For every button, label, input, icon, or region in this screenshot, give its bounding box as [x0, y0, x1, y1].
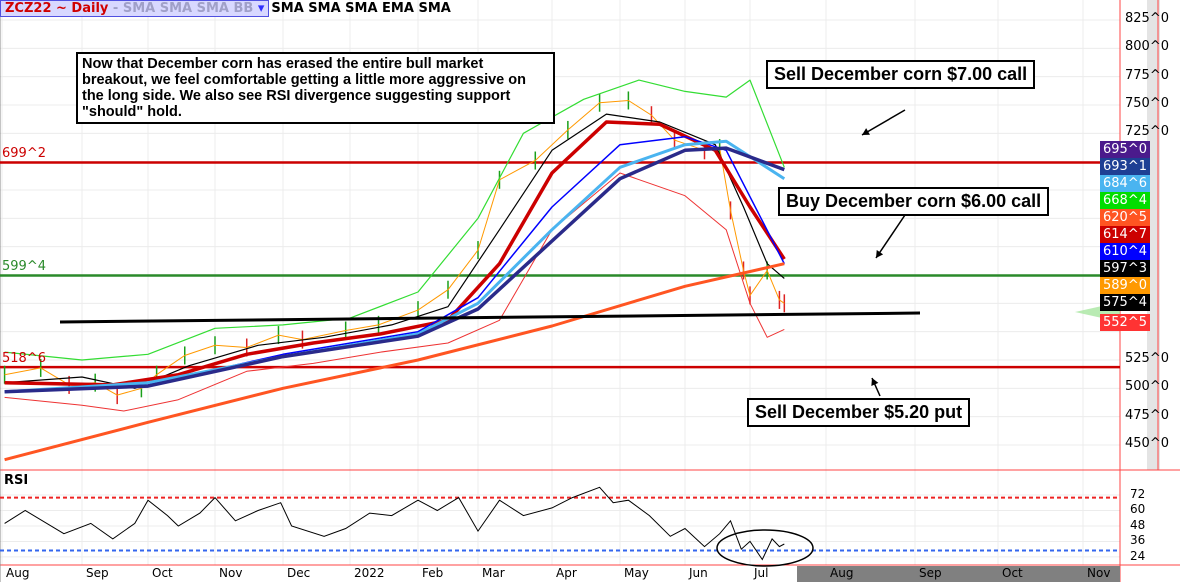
series-bb_upper [4, 79, 785, 361]
level-label: 599^4 [2, 259, 46, 274]
dropdown-icon[interactable]: ▾ [257, 1, 265, 16]
sell-put-note: Sell December $5.20 put [747, 398, 971, 427]
last-value-tag: 575^4 [1100, 294, 1150, 311]
month-tick-label: Oct [152, 566, 173, 580]
trendline [59, 311, 921, 324]
last-value-tag: 620^5 [1100, 209, 1150, 226]
month-tick-label: Aug [6, 566, 30, 580]
price-tick-label: 775^0 [1125, 67, 1169, 83]
price-tick-label: 500^0 [1125, 379, 1169, 395]
price-tick-label: 800^0 [1125, 39, 1169, 55]
last-value-tag: 597^3 [1100, 260, 1150, 277]
last-value-tag: 684^6 [1100, 175, 1150, 192]
scale-strip [1147, 0, 1160, 470]
month-tick-label: Jun [689, 566, 708, 580]
studies-label: SMA SMA SMA EMA SMA [271, 1, 451, 16]
commentary-note: Now that December corn has erased the en… [76, 52, 555, 124]
month-tick-label: Nov [219, 566, 243, 580]
last-value-tag: 668^4 [1100, 192, 1150, 209]
rsi-tick-label: 48 [1130, 517, 1146, 532]
series-bb_lower [4, 172, 785, 412]
month-tick-label: Jul [754, 566, 769, 580]
last-value-tag: 614^7 [1100, 226, 1150, 243]
series-sma_blue [4, 135, 785, 393]
price-tick-label: 725^0 [1125, 124, 1169, 140]
series-sma_black [4, 113, 785, 389]
month-tick-label: Nov [1087, 566, 1111, 580]
month-tick-label: Apr [556, 566, 577, 580]
studies-dim-label: - SMA SMA SMA BB [112, 1, 254, 16]
arrow-head-icon [876, 250, 884, 258]
series-sma_navy [4, 146, 785, 394]
buy-call-note: Buy December corn $6.00 call [778, 187, 1050, 216]
month-tick-label: Dec [287, 566, 311, 580]
price-tick-label: 450^0 [1125, 435, 1169, 451]
rsi-tick-label: 24 [1130, 548, 1146, 563]
month-tick-label: Feb [422, 566, 444, 580]
level-label: 699^2 [2, 146, 46, 161]
symbol-label: ZCZ22 ~ Daily [5, 1, 109, 16]
month-tick-label: Sep [919, 566, 942, 580]
price-tick-label: 525^0 [1125, 350, 1169, 366]
rsi-line [4, 486, 785, 561]
month-tick-label: Aug [830, 566, 854, 580]
price-tick-label: 750^0 [1125, 95, 1169, 111]
month-tick-label: Mar [482, 566, 505, 580]
series-sma_200 [4, 262, 785, 462]
month-tick-label: May [624, 566, 649, 580]
last-value-tag: 693^1 [1100, 158, 1150, 175]
chart-header: ZCZ22 ~ Daily - SMA SMA SMA BB ▾ SMA SMA… [0, 0, 451, 17]
rsi-tick-label: 72 [1130, 487, 1146, 501]
price-tick-label: 825^0 [1125, 11, 1169, 26]
symbol-selector[interactable]: ZCZ22 ~ Daily - SMA SMA SMA BB ▾ [0, 0, 270, 17]
last-value-tag: 589^0 [1100, 277, 1150, 294]
series-sma_red [4, 120, 786, 387]
last-value-tag: 552^5 [1100, 314, 1150, 331]
last-value-tag: 695^0 [1100, 141, 1150, 158]
month-tick-label: Sep [86, 566, 109, 580]
rsi-label: RSI [4, 473, 29, 488]
last-value-tag: 610^4 [1100, 243, 1150, 260]
month-tick-label: 2022 [354, 566, 385, 580]
month-tick-label: Oct [1002, 566, 1023, 580]
rsi-tick-label: 60 [1130, 502, 1146, 517]
sell-call-note: Sell December corn $7.00 call [766, 60, 1036, 89]
divergence-circle [716, 529, 814, 567]
future-range [797, 566, 1120, 582]
rsi-tick-label: 36 [1130, 533, 1146, 548]
arrow-head-icon [862, 128, 870, 135]
arrow-head-icon [871, 378, 879, 386]
price-tick-label: 475^0 [1125, 407, 1169, 423]
series-ema_lightblue [4, 139, 786, 394]
price-line [4, 99, 785, 396]
level-label: 518^6 [2, 351, 46, 366]
arrow [875, 214, 906, 259]
arrow [861, 109, 906, 136]
